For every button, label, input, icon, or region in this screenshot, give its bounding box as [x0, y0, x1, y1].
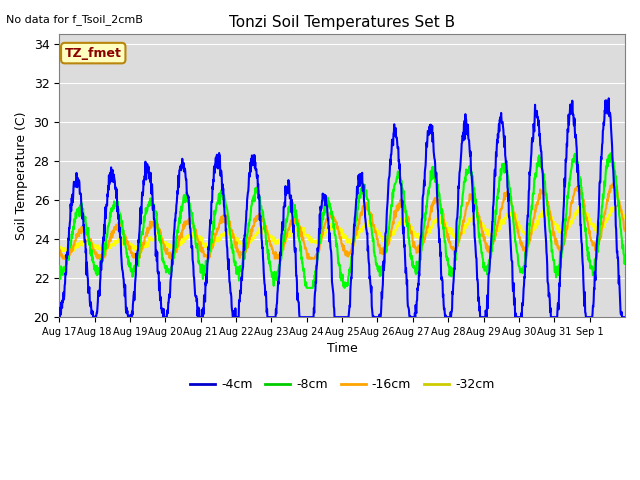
Y-axis label: Soil Temperature (C): Soil Temperature (C) [15, 111, 28, 240]
X-axis label: Time: Time [326, 342, 358, 356]
Text: No data for f_Tsoil_2cmB: No data for f_Tsoil_2cmB [6, 14, 143, 25]
Title: Tonzi Soil Temperatures Set B: Tonzi Soil Temperatures Set B [229, 15, 455, 30]
Legend: -4cm, -8cm, -16cm, -32cm: -4cm, -8cm, -16cm, -32cm [185, 373, 499, 396]
Text: TZ_fmet: TZ_fmet [65, 47, 122, 60]
